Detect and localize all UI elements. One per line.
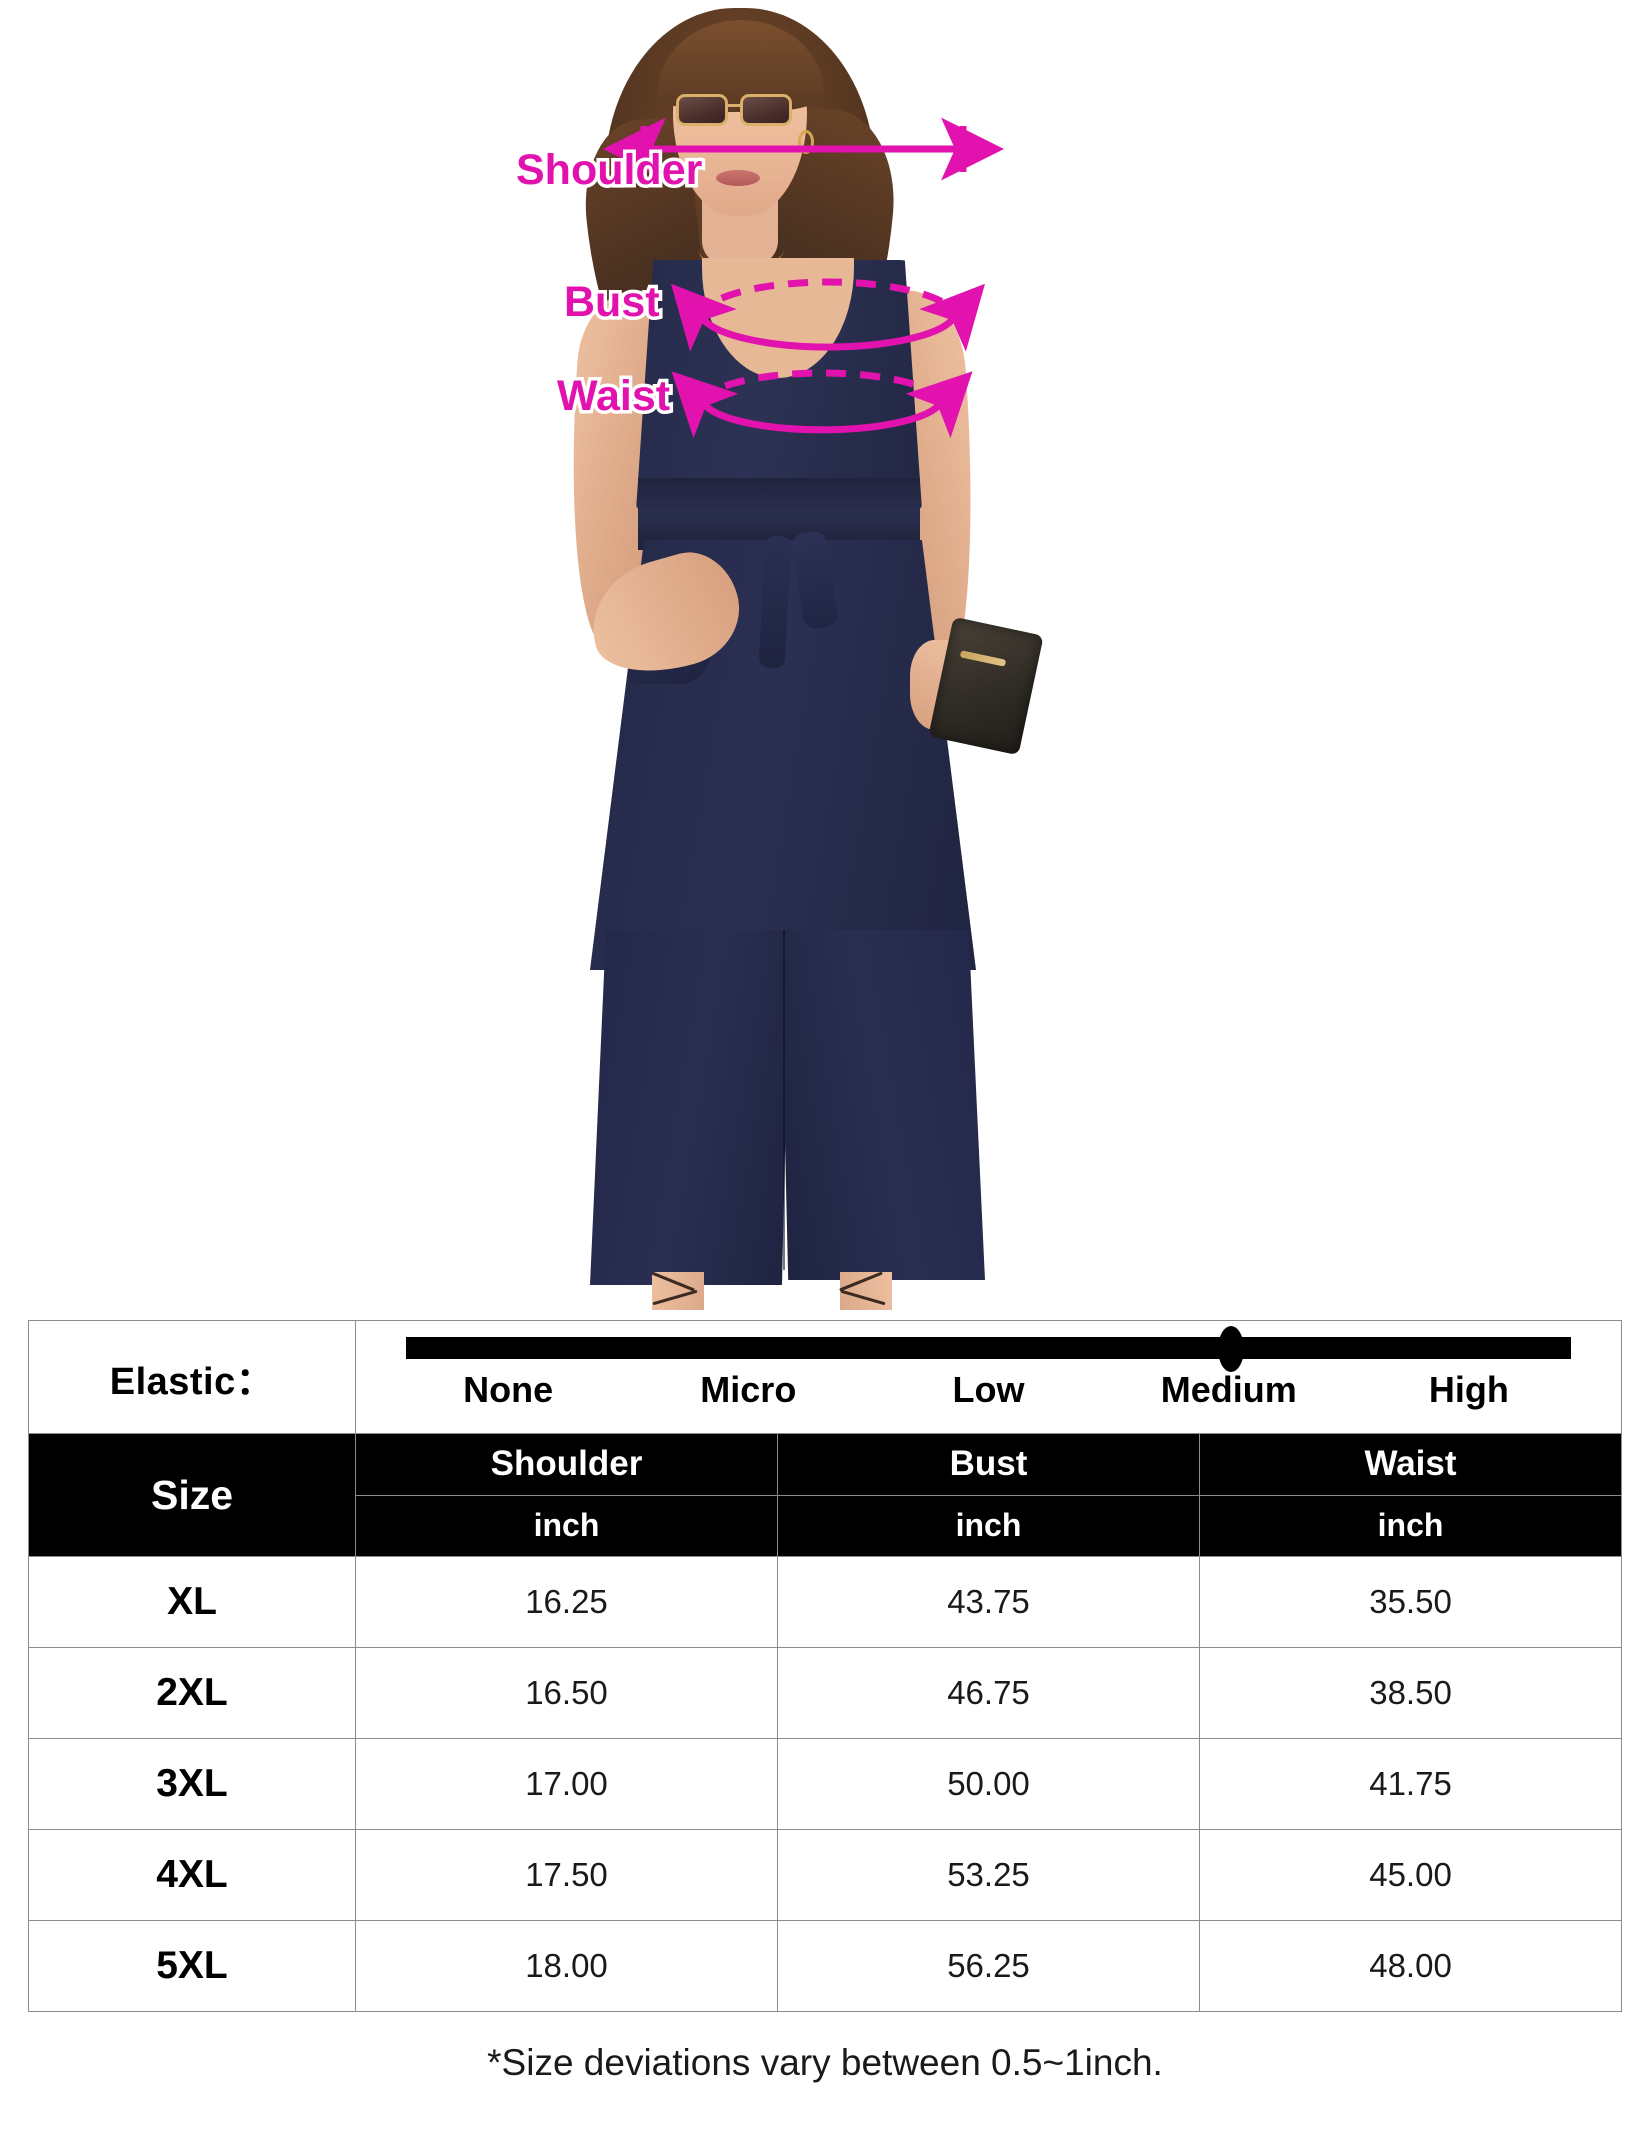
elastic-level-labels: None Micro Low Medium High <box>382 1369 1595 1411</box>
elastic-level-high[interactable]: High <box>1428 1369 1509 1410</box>
shoulder-label-text: Shoulder <box>512 143 705 198</box>
row-size-text: 5XL <box>156 1944 228 1987</box>
size-deviation-footnote: *Size deviations vary between 0.5~1inch. <box>0 2042 1650 2084</box>
elastic-level-low[interactable]: Low <box>952 1369 1025 1410</box>
table-row: XL 16.25 43.75 35.50 <box>28 1556 1623 1648</box>
table-header-measurements: Size Shoulder Bust Waist <box>28 1433 1623 1557</box>
table-header-units: inch inch inch <box>29 1494 1623 1557</box>
row-waist-text: 48.00 <box>1369 1947 1452 1984</box>
row-waist: 38.50 <box>1198 1647 1623 1739</box>
row-shoulder-text: 16.50 <box>525 1674 608 1711</box>
elastic-slider-knob[interactable] <box>1218 1326 1245 1372</box>
header-waist: Waist <box>1198 1433 1623 1496</box>
row-shoulder-text: 18.00 <box>525 1947 608 1984</box>
row-bust-text: 53.25 <box>947 1856 1030 1893</box>
header-waist-label: Waist <box>1364 1444 1457 1484</box>
row-size-text: 2XL <box>156 1671 228 1714</box>
elastic-level-medium[interactable]: Medium <box>1160 1369 1297 1410</box>
elastic-slider[interactable]: None Micro Low Medium High <box>382 1321 1595 1433</box>
model-figure <box>440 0 1140 1310</box>
sunglasses-icon <box>676 92 806 128</box>
row-waist: 35.50 <box>1198 1556 1623 1648</box>
elastic-label-cell: Elastic： <box>28 1320 356 1434</box>
hoop-earring <box>798 130 814 154</box>
row-waist-text: 35.50 <box>1369 1583 1452 1620</box>
header-size-label: Size <box>150 1471 234 1518</box>
unit-bust-label: inch <box>955 1507 1022 1544</box>
row-bust-text: 43.75 <box>947 1583 1030 1620</box>
unit-shoulder: inch <box>355 1494 778 1557</box>
row-size: 3XL <box>28 1738 356 1830</box>
row-bust: 46.75 <box>777 1647 1200 1739</box>
row-size-text: 3XL <box>156 1762 228 1805</box>
row-shoulder: 16.25 <box>355 1556 778 1648</box>
bust-label-text: Bust <box>561 275 664 330</box>
row-bust: 43.75 <box>777 1556 1200 1648</box>
elastic-slider-cell[interactable]: None Micro Low Medium High <box>354 1320 1623 1434</box>
row-waist: 48.00 <box>1198 1920 1623 2012</box>
sunglasses-lens-left <box>676 94 728 126</box>
jumpsuit-inseam <box>783 930 785 1270</box>
unit-waist-label: inch <box>1377 1507 1444 1544</box>
table-row: 2XL 16.50 46.75 38.50 <box>28 1647 1623 1739</box>
header-bust: Bust <box>777 1433 1200 1496</box>
table-row: 3XL 17.00 50.00 41.75 <box>28 1738 1623 1830</box>
header-size: Size <box>28 1433 356 1557</box>
product-photo: Shoulder Bust Waist <box>440 0 1140 1310</box>
elastic-level-none[interactable]: None <box>463 1369 554 1410</box>
row-size: 5XL <box>28 1920 356 2012</box>
table-row: 4XL 17.50 53.25 45.00 <box>28 1829 1623 1921</box>
elastic-row: Elastic： None Micro Low Medium High <box>28 1320 1623 1434</box>
row-bust: 56.25 <box>777 1920 1200 2012</box>
header-shoulder: Shoulder <box>355 1433 778 1496</box>
row-bust-text: 50.00 <box>947 1765 1030 1802</box>
footnote-text: *Size deviations vary between 0.5~1inch. <box>487 2042 1163 2083</box>
row-waist-text: 45.00 <box>1369 1856 1452 1893</box>
row-size-text: XL <box>167 1580 217 1623</box>
row-bust-text: 56.25 <box>947 1947 1030 1984</box>
unit-waist: inch <box>1198 1494 1623 1557</box>
elastic-label: Elastic： <box>109 1360 275 1403</box>
elastic-level-micro[interactable]: Micro <box>700 1369 797 1410</box>
row-shoulder: 17.50 <box>355 1829 778 1921</box>
row-shoulder: 18.00 <box>355 1920 778 2012</box>
waist-label: Waist <box>553 369 673 424</box>
bust-label: Bust <box>561 275 664 330</box>
row-bust: 50.00 <box>777 1738 1200 1830</box>
row-shoulder: 16.50 <box>355 1647 778 1739</box>
shoulder-label: Shoulder <box>512 143 705 198</box>
row-waist-text: 41.75 <box>1369 1765 1452 1802</box>
jumpsuit-leg-left <box>590 930 790 1285</box>
row-size-text: 4XL <box>156 1853 228 1896</box>
sunglasses-bridge <box>728 104 742 107</box>
row-bust-text: 46.75 <box>947 1674 1030 1711</box>
unit-shoulder-label: inch <box>533 1507 600 1544</box>
row-waist: 45.00 <box>1198 1829 1623 1921</box>
waist-label-text: Waist <box>553 369 673 424</box>
row-shoulder-text: 16.25 <box>525 1583 608 1620</box>
unit-bust: inch <box>777 1494 1200 1557</box>
elastic-slider-track[interactable] <box>406 1337 1571 1359</box>
size-chart-table: Elastic： None Micro Low Medium High <box>28 1320 1623 2012</box>
header-bust-label: Bust <box>949 1444 1028 1484</box>
header-shoulder-label: Shoulder <box>490 1444 643 1484</box>
row-size: 4XL <box>28 1829 356 1921</box>
row-waist: 41.75 <box>1198 1738 1623 1830</box>
row-shoulder: 17.00 <box>355 1738 778 1830</box>
row-shoulder-text: 17.50 <box>525 1856 608 1893</box>
row-size: 2XL <box>28 1647 356 1739</box>
row-shoulder-text: 17.00 <box>525 1765 608 1802</box>
sunglasses-lens-right <box>740 94 792 126</box>
row-waist-text: 38.50 <box>1369 1674 1452 1711</box>
jumpsuit-leg-right <box>780 930 985 1280</box>
row-size: XL <box>28 1556 356 1648</box>
table-row: 5XL 18.00 56.25 48.00 <box>28 1920 1623 2012</box>
row-bust: 53.25 <box>777 1829 1200 1921</box>
model-lips <box>716 170 760 186</box>
